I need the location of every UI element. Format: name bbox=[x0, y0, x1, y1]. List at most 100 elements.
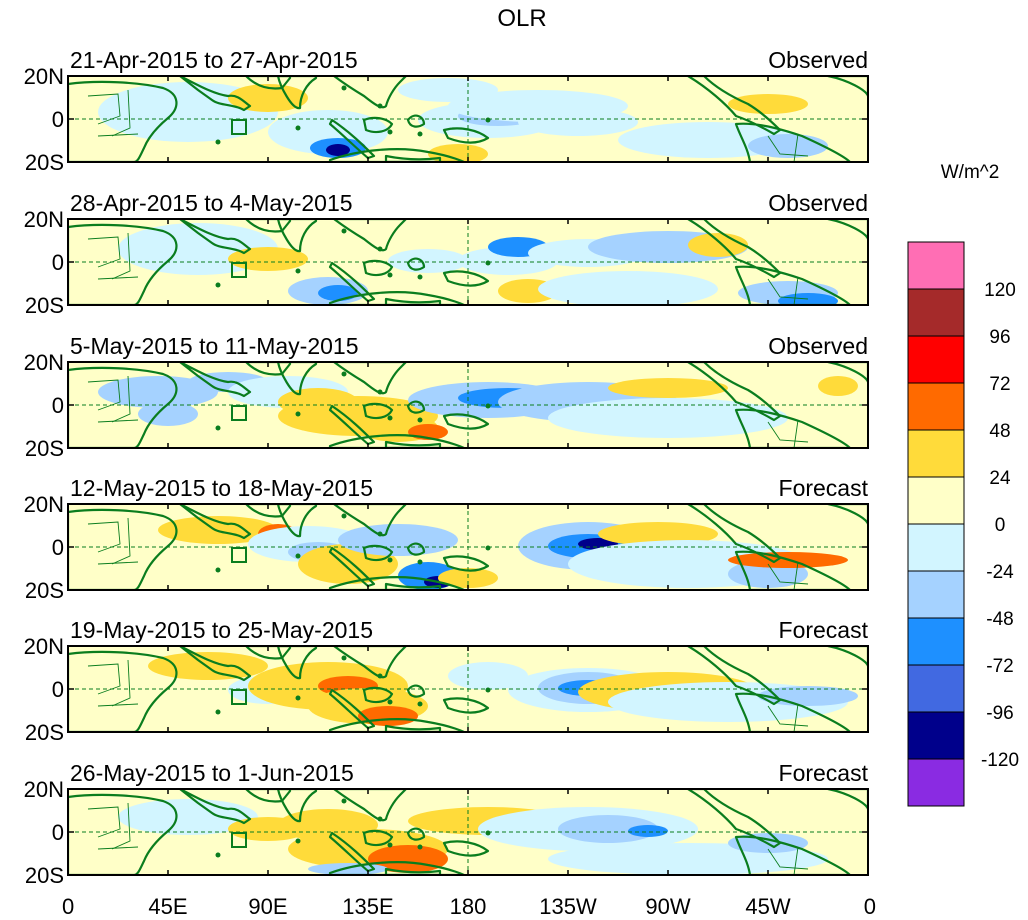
panel-type-label: Observed bbox=[768, 47, 868, 73]
y-tick-label: 0 bbox=[52, 820, 64, 845]
coastline bbox=[442, 270, 490, 287]
olr-anomaly-field bbox=[148, 652, 858, 726]
region-box bbox=[231, 832, 247, 848]
coastline bbox=[406, 400, 426, 414]
land-outline bbox=[68, 76, 868, 162]
olr-contour bbox=[518, 108, 638, 136]
coastline bbox=[826, 219, 868, 241]
colorbar-swatch bbox=[907, 382, 965, 431]
land-outline bbox=[68, 504, 868, 590]
coastline bbox=[68, 80, 178, 162]
olr-contour bbox=[728, 94, 808, 114]
coastline bbox=[826, 504, 868, 526]
border-line bbox=[87, 236, 121, 268]
land-outline bbox=[68, 789, 868, 875]
island bbox=[341, 798, 347, 804]
border-line bbox=[87, 663, 121, 695]
coastline bbox=[362, 544, 394, 562]
island bbox=[417, 417, 423, 423]
coastline bbox=[406, 827, 426, 841]
y-tick-label: 0 bbox=[52, 535, 64, 560]
y-tick-label: 20S bbox=[25, 150, 64, 175]
panel-type-label: Forecast bbox=[779, 760, 869, 786]
y-tick-label: 0 bbox=[52, 393, 64, 418]
coastline bbox=[734, 265, 852, 305]
olr-contour bbox=[228, 247, 308, 271]
olr-contour bbox=[326, 144, 350, 156]
coastline bbox=[734, 550, 852, 590]
border-line bbox=[793, 276, 799, 305]
island bbox=[341, 85, 347, 91]
island bbox=[215, 282, 221, 288]
island bbox=[295, 268, 301, 274]
region-box bbox=[231, 689, 247, 705]
island bbox=[485, 260, 491, 266]
colorbar-swatch bbox=[907, 476, 965, 525]
olr-contour bbox=[548, 398, 788, 438]
island bbox=[215, 709, 221, 715]
y-tick-label: 20N bbox=[24, 492, 64, 517]
colorbar-label: -120 bbox=[981, 750, 1019, 771]
region-box bbox=[231, 262, 247, 278]
colorbar-swatch bbox=[907, 241, 965, 290]
island bbox=[485, 117, 491, 123]
coastline bbox=[178, 646, 252, 682]
island bbox=[295, 125, 301, 131]
border-line bbox=[767, 848, 809, 870]
x-tick-label: 45W bbox=[745, 894, 790, 919]
olr-contour bbox=[388, 249, 468, 273]
y-tick-label: 20N bbox=[24, 777, 64, 802]
y-tick-label: 20N bbox=[24, 350, 64, 375]
coastline bbox=[442, 127, 490, 144]
coastline bbox=[826, 362, 868, 384]
island bbox=[485, 687, 491, 693]
island bbox=[485, 403, 491, 409]
coastline bbox=[442, 697, 490, 714]
island bbox=[377, 673, 383, 679]
border-line bbox=[767, 705, 809, 727]
x-tick-label: 45E bbox=[148, 894, 187, 919]
land-outline bbox=[68, 646, 868, 732]
olr-contour bbox=[818, 376, 858, 396]
island bbox=[387, 272, 393, 278]
island bbox=[377, 816, 383, 822]
border-line bbox=[111, 517, 131, 565]
x-tick-label: 90W bbox=[645, 894, 690, 919]
olr-contour bbox=[628, 825, 668, 837]
coastline bbox=[442, 840, 490, 857]
olr-contour bbox=[778, 293, 838, 305]
coastline bbox=[276, 76, 318, 110]
y-tick-label: 0 bbox=[52, 677, 64, 702]
coastline bbox=[178, 789, 252, 825]
colorbar-swatch bbox=[907, 523, 965, 572]
coastline bbox=[68, 366, 178, 448]
island bbox=[485, 830, 491, 836]
island bbox=[417, 274, 423, 280]
coastline bbox=[826, 646, 868, 668]
coastline bbox=[68, 223, 178, 305]
region-box bbox=[231, 547, 247, 563]
colorbar-label: 96 bbox=[989, 327, 1010, 348]
island bbox=[387, 129, 393, 135]
island bbox=[295, 553, 301, 559]
island bbox=[377, 389, 383, 395]
map-panel: 5-May-2015 to 11-May-2015 Observed 20N 0 20S bbox=[24, 333, 869, 461]
colorbar-swatch bbox=[907, 711, 965, 760]
border-line bbox=[97, 133, 139, 137]
coastline bbox=[178, 504, 252, 540]
border-line bbox=[111, 659, 131, 707]
border-line bbox=[767, 563, 809, 585]
island bbox=[295, 695, 301, 701]
y-tick-label: 20N bbox=[24, 634, 64, 659]
coastline bbox=[442, 555, 490, 572]
coastline bbox=[826, 789, 868, 811]
island bbox=[387, 842, 393, 848]
island bbox=[417, 131, 423, 137]
panels: 21-Apr-2015 to 27-Apr-2015 Observed 20N 0 20… bbox=[24, 47, 869, 888]
border-line bbox=[793, 703, 799, 732]
border-line bbox=[87, 379, 121, 411]
coastline bbox=[362, 259, 394, 277]
olr-contour bbox=[538, 271, 718, 305]
coastline bbox=[734, 122, 852, 162]
olr-contour bbox=[608, 378, 728, 398]
